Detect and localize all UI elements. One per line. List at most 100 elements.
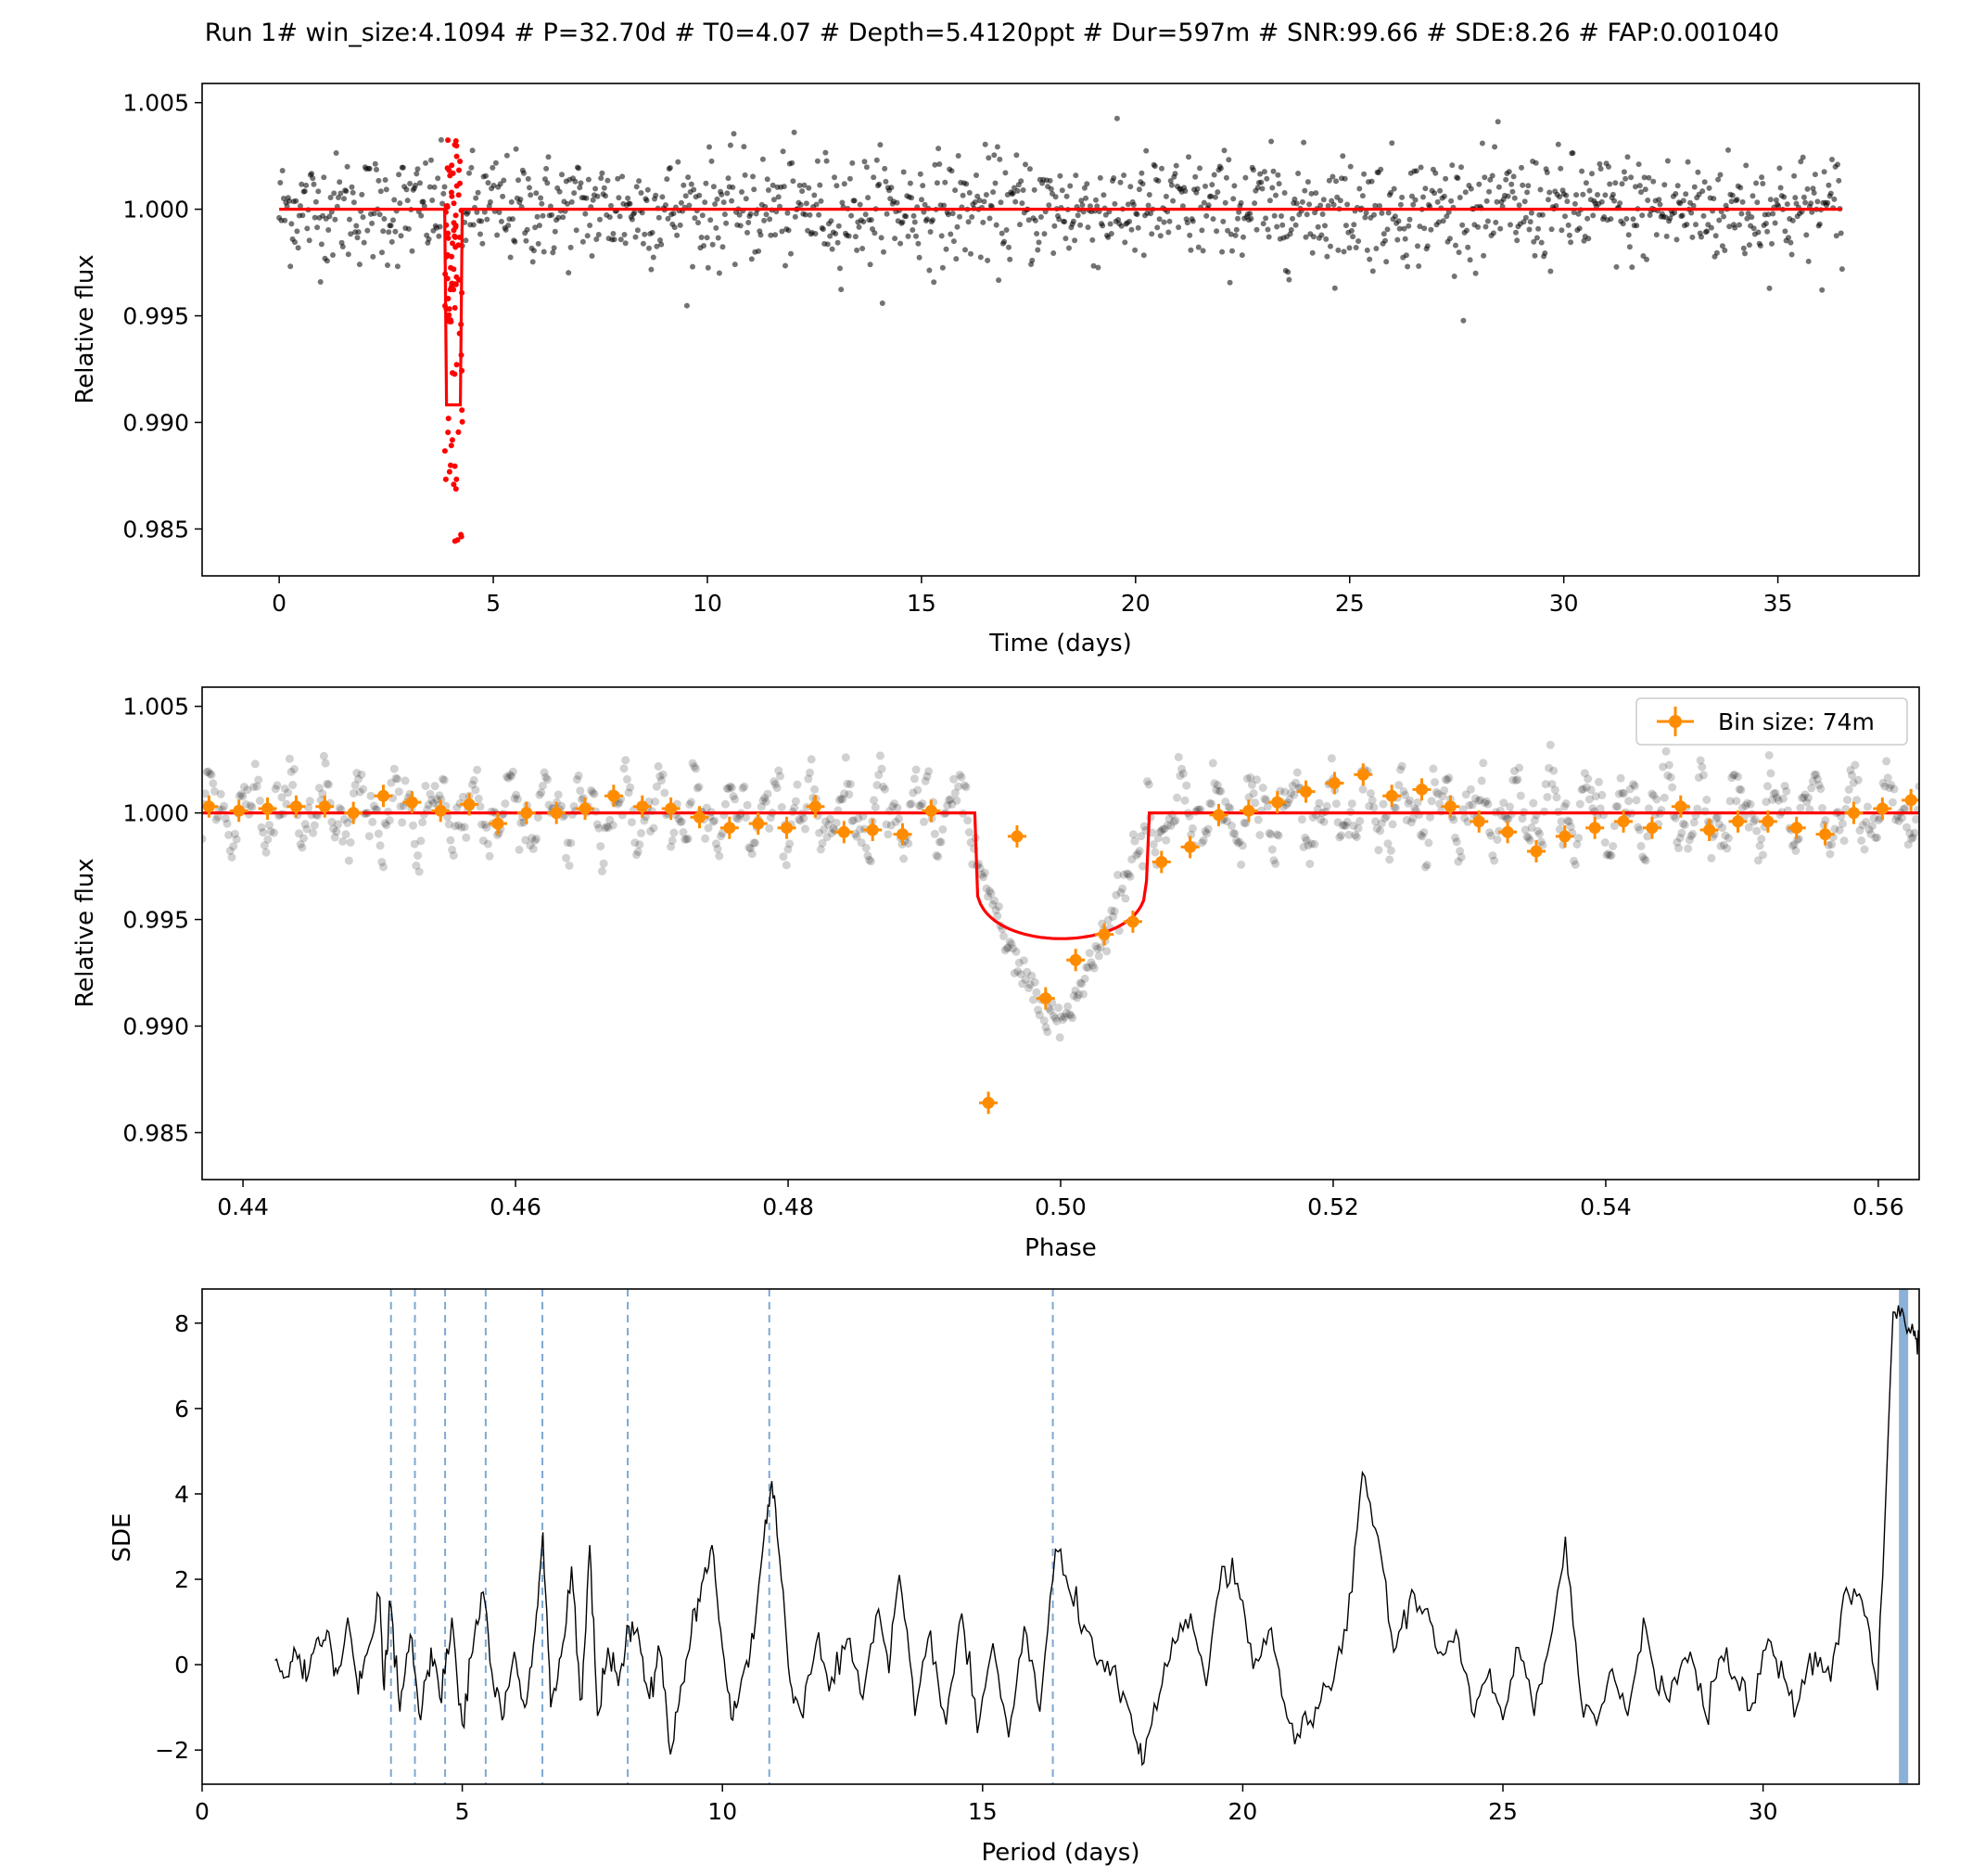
lightcurve-point	[704, 235, 710, 241]
lightcurve-point	[279, 168, 286, 173]
phase-point	[1766, 769, 1775, 778]
phase-point	[1764, 751, 1774, 759]
phase-point	[1178, 769, 1188, 778]
phase-point	[1821, 816, 1830, 825]
phase-point	[263, 835, 273, 844]
lightcurve-point	[1401, 225, 1407, 232]
lightcurve-point	[1227, 279, 1233, 286]
lightcurve-point	[298, 203, 303, 210]
phase-point	[856, 824, 864, 834]
lightcurve-point	[543, 165, 550, 172]
lightcurve-point	[1782, 228, 1788, 235]
lightcurve-point	[610, 231, 617, 236]
phase-point	[389, 764, 399, 773]
lightcurve-point	[1726, 223, 1733, 230]
lightcurve-point	[1444, 213, 1450, 220]
lightcurve-point	[545, 154, 552, 160]
lightcurve-point	[1229, 248, 1235, 254]
lightcurve-point	[1325, 203, 1331, 209]
lightcurve-point	[1634, 223, 1640, 229]
lightcurve-point	[883, 178, 889, 185]
phase-ytick-label: 0.995	[122, 907, 189, 934]
phase-point	[989, 896, 999, 905]
phase-point	[444, 820, 453, 829]
phase-point	[1596, 804, 1605, 813]
phase-point	[890, 799, 898, 809]
phase-point	[286, 767, 296, 776]
lightcurve-point	[1122, 239, 1128, 246]
phase-point	[1180, 796, 1190, 805]
phase-point	[601, 823, 610, 833]
phase-point	[1609, 842, 1618, 850]
lightcurve-point	[391, 197, 398, 203]
lightcurve-point	[1524, 189, 1531, 196]
lightcurve-point	[803, 200, 809, 207]
lightcurve-point	[426, 184, 433, 190]
phase-point	[512, 790, 521, 799]
lightcurve-point	[592, 185, 599, 192]
phase-point	[1595, 777, 1603, 786]
lightcurve-point	[1161, 219, 1167, 225]
phase-point	[1157, 826, 1166, 836]
lightcurve-point	[977, 254, 984, 261]
phase-point	[731, 795, 740, 804]
phase-point	[1126, 872, 1135, 881]
in-transit-point	[444, 165, 451, 172]
phase-point	[1113, 871, 1122, 879]
phase-point	[790, 803, 799, 812]
phase-point	[991, 906, 1000, 915]
lightcurve-point	[1481, 252, 1487, 259]
phase-point	[236, 790, 246, 798]
lightcurve-point	[294, 228, 300, 235]
lightcurve-point	[807, 211, 813, 218]
lightcurve-point	[1757, 243, 1763, 249]
lightcurve-xtick-label: 10	[693, 590, 722, 617]
lightcurve-point	[649, 229, 655, 236]
phase-point	[1885, 784, 1894, 793]
phase-point	[1013, 967, 1023, 976]
binned-marker	[376, 789, 389, 802]
lightcurve-point	[349, 184, 355, 190]
phase-point	[943, 801, 952, 810]
binned-marker	[1011, 830, 1024, 843]
lightcurve-point	[1148, 211, 1153, 217]
phase-point	[1228, 829, 1238, 838]
phase-point	[1629, 780, 1638, 789]
lightcurve-point	[708, 158, 715, 164]
in-transit-point	[452, 538, 458, 544]
phase-point	[1694, 773, 1703, 782]
lightcurve-point	[1003, 227, 1010, 233]
phase-point	[483, 839, 492, 849]
lightcurve-point	[882, 165, 888, 172]
lightcurve-point	[1464, 227, 1470, 234]
lightcurve-point	[796, 183, 803, 188]
lightcurve-point	[1428, 226, 1434, 233]
lightcurve-point	[1739, 198, 1746, 205]
phase-point	[845, 790, 854, 799]
phase-point	[1800, 790, 1810, 799]
lightcurve-point	[529, 259, 536, 265]
lightcurve-point	[1713, 249, 1720, 256]
phase-point	[977, 870, 986, 879]
phase-point	[854, 814, 863, 823]
phase-point	[1010, 969, 1019, 977]
phase-point	[1074, 990, 1083, 1000]
phase-point	[782, 861, 791, 870]
lightcurve-point	[1167, 178, 1174, 184]
phase-point	[740, 782, 749, 791]
phase-point	[1135, 847, 1144, 855]
lightcurve-xtick-label: 30	[1549, 590, 1579, 617]
phase-point	[323, 779, 332, 788]
phase-point	[574, 771, 583, 780]
phase-point	[1835, 825, 1844, 835]
phase-point	[1064, 1010, 1074, 1019]
phase-point	[1635, 825, 1644, 835]
phase-point	[1508, 775, 1518, 785]
lightcurve-point	[428, 157, 434, 163]
lightcurve-point	[381, 216, 388, 222]
phase-point	[1137, 832, 1146, 841]
lightcurve-point	[515, 177, 521, 184]
phase-point	[1684, 844, 1693, 853]
lightcurve-point	[936, 161, 943, 167]
binned-marker	[1762, 815, 1775, 828]
